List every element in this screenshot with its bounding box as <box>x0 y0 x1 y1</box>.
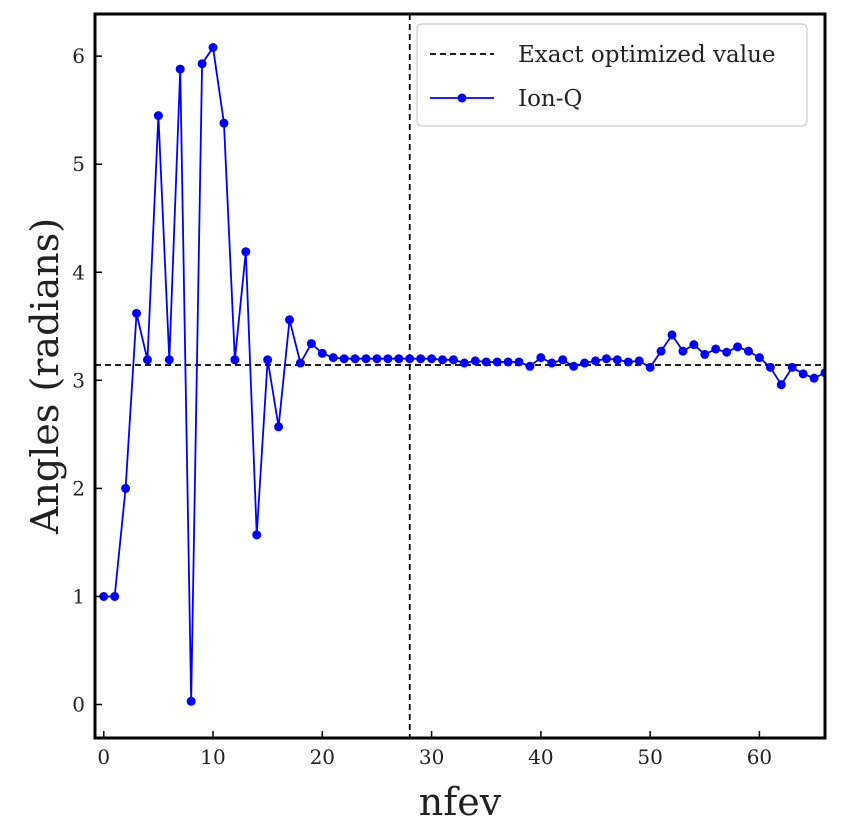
data-point <box>252 530 262 540</box>
data-point <box>241 247 251 257</box>
plot-frame <box>93 12 827 740</box>
data-point <box>776 380 786 390</box>
x-axis-label: nfev <box>419 780 502 824</box>
legend: Exact optimized value Ion-Q <box>416 23 808 127</box>
data-point <box>438 355 448 365</box>
data-point <box>798 369 808 379</box>
x-tick-label: 60 <box>747 745 772 769</box>
data-point <box>394 354 404 364</box>
data-point <box>317 348 327 358</box>
y-tick-label: 6 <box>72 44 85 68</box>
data-point <box>208 42 218 52</box>
data-point <box>219 118 229 128</box>
data-point <box>416 354 426 364</box>
y-tick-label: 0 <box>72 693 85 717</box>
x-tick-label: 10 <box>200 745 225 769</box>
data-point <box>809 373 819 383</box>
data-point <box>306 339 316 349</box>
data-point <box>601 354 611 364</box>
legend-ionq-marker <box>457 93 467 103</box>
data-point <box>481 357 491 367</box>
data-point <box>492 357 502 367</box>
data-point <box>678 346 688 356</box>
data-point <box>328 353 338 363</box>
data-point <box>536 353 546 363</box>
x-tick-label: 30 <box>419 745 444 769</box>
data-point <box>164 355 174 365</box>
data-point <box>700 349 710 359</box>
data-point <box>153 111 163 121</box>
data-point <box>547 358 557 368</box>
data-point <box>448 355 458 365</box>
data-point <box>263 355 273 365</box>
y-tick-label: 1 <box>72 584 85 608</box>
data-point <box>142 355 152 365</box>
data-point <box>121 483 131 493</box>
data-point <box>711 344 721 354</box>
x-tick-label: 40 <box>528 745 553 769</box>
legend-box <box>416 23 808 127</box>
data-point <box>99 591 109 601</box>
data-point <box>110 591 120 601</box>
x-tick-label: 20 <box>310 745 335 769</box>
data-point <box>744 346 754 356</box>
series-line <box>103 45 825 702</box>
x-tick-label: 50 <box>637 745 662 769</box>
x-tick-label: 0 <box>97 745 110 769</box>
data-point <box>591 356 601 366</box>
data-point <box>656 346 666 356</box>
data-point <box>383 354 393 364</box>
data-point <box>733 342 743 352</box>
data-point <box>197 59 207 69</box>
data-point <box>459 358 469 368</box>
legend-ionq-label: Ion-Q <box>518 86 582 112</box>
data-point <box>372 354 382 364</box>
data-point <box>514 357 524 367</box>
y-axis-label: Angles (radians) <box>23 218 67 535</box>
data-point <box>667 330 677 340</box>
data-point <box>689 340 699 350</box>
data-point <box>339 354 349 364</box>
data-point <box>285 315 295 325</box>
data-point <box>558 355 568 365</box>
data-point <box>754 353 764 363</box>
data-point <box>765 362 775 372</box>
data-point <box>525 361 535 371</box>
data-point <box>623 357 633 367</box>
legend-exact-label: Exact optimized value <box>518 42 776 68</box>
data-point <box>470 356 480 366</box>
data-point <box>175 64 185 74</box>
data-point <box>503 357 513 367</box>
data-point <box>569 361 579 371</box>
data-point <box>645 362 655 372</box>
data-point <box>361 354 371 364</box>
y-tick-label: 4 <box>72 260 85 284</box>
data-point <box>186 696 196 706</box>
data-point <box>230 355 240 365</box>
y-tick-label: 3 <box>72 368 85 392</box>
data-point <box>580 358 590 368</box>
data-point <box>634 356 644 366</box>
y-tick-label: 2 <box>72 476 85 500</box>
data-point <box>132 308 142 318</box>
data-point <box>405 354 415 364</box>
data-point <box>612 355 622 365</box>
data-point <box>787 362 797 372</box>
data-point <box>274 422 284 432</box>
data-point <box>350 354 360 364</box>
data-point <box>295 358 305 368</box>
data-point <box>722 347 732 357</box>
data-point <box>427 354 437 364</box>
y-tick-label: 5 <box>72 152 85 176</box>
